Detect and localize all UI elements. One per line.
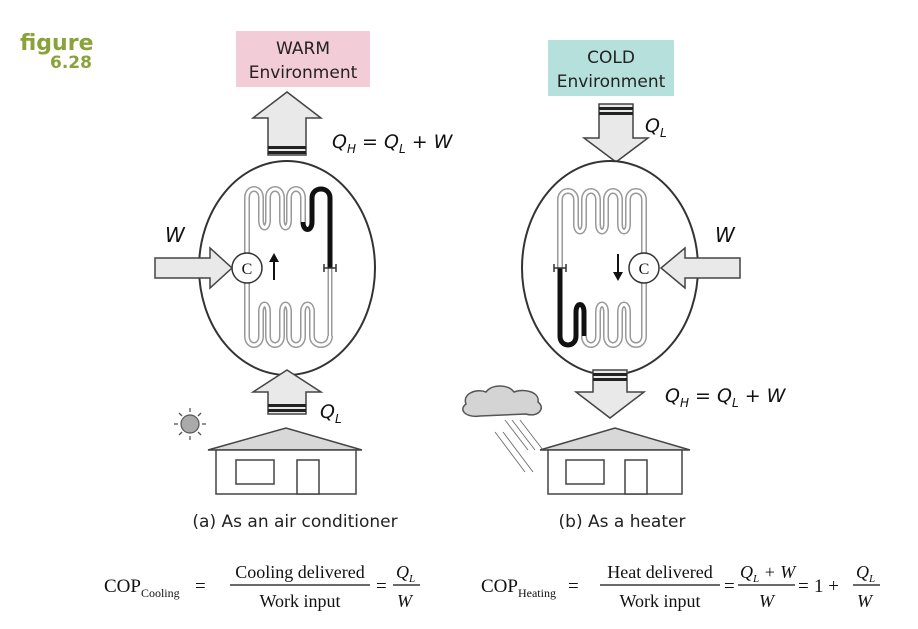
heat-out-arrow: [250, 91, 324, 156]
figure-label-word: figure: [20, 31, 94, 56]
caption-air-conditioner: (a) As an air conditioner: [192, 512, 397, 532]
house-icon-right: [539, 427, 691, 495]
cold-environment-title: COLD: [587, 48, 635, 68]
heating-denominator: Work input: [619, 591, 700, 611]
warm-environment-box: [236, 31, 370, 87]
cooling-denominator: Work input: [259, 591, 340, 611]
warm-environment-subtitle: Environment: [249, 63, 358, 83]
w-denominator-final: W: [857, 591, 874, 611]
heat-out-arrow-right: [573, 369, 647, 419]
cold-environment-subtitle: Environment: [557, 72, 666, 92]
work-label-left: W: [165, 223, 186, 247]
ql-plus-w-numerator: QL + W: [740, 562, 797, 585]
compressor-icon-right: [628, 252, 660, 284]
one-plus: 1 +: [814, 576, 839, 597]
w-denominator: W: [397, 591, 414, 611]
equals-sign: =: [568, 576, 579, 597]
warm-environment-title: WARM: [276, 39, 330, 59]
ql-label-left: QL: [320, 401, 342, 426]
figure-label-number: 6.28: [50, 53, 92, 73]
cooling-numerator: Cooling delivered: [235, 562, 364, 582]
rain-cloud-icon: [462, 385, 544, 473]
equals-sign: =: [376, 576, 387, 597]
formula-cop-heating: COPHeating = Heat delivered Work input =…: [481, 562, 880, 611]
w-denominator-heating: W: [759, 591, 776, 611]
sun-icon: [174, 408, 206, 440]
equals-sign: =: [798, 576, 809, 597]
heat-in-arrow: [250, 369, 324, 415]
panel-air-conditioner: WARM Environment QH = QL + W C: [154, 31, 454, 532]
ql-label-right: QL: [645, 115, 667, 140]
hot-refrigerant-line: [300, 186, 333, 268]
caption-heater: (b) As a heater: [559, 512, 686, 532]
qh-expression-right: QH = QL + W: [665, 385, 787, 410]
panel-heater: COLD Environment QL C W: [462, 40, 787, 532]
compressor-label: C: [242, 261, 253, 278]
equals-sign: =: [195, 576, 206, 597]
ql-numerator-heating: QL: [856, 562, 875, 585]
work-input-arrow-right: [659, 246, 741, 290]
hot-refrigerant-line-right: [557, 268, 587, 348]
compressor-label-right: C: [639, 261, 650, 278]
heating-numerator: Heat delivered: [607, 562, 712, 582]
work-input-arrow: [154, 246, 234, 290]
arrow-band: [268, 146, 306, 149]
cop-label-cooling: COPCooling: [104, 576, 180, 600]
arrow-band: [268, 151, 306, 154]
formula-cop-cooling: COPCooling = Cooling delivered Work inpu…: [104, 562, 420, 611]
cop-label-heating: COPHeating: [481, 576, 556, 600]
qh-expression-left: QH = QL + W: [332, 131, 454, 156]
cold-environment-box: [548, 40, 674, 96]
house-icon-left: [207, 427, 363, 495]
equals-sign: =: [724, 576, 735, 597]
ql-numerator: QL: [396, 562, 415, 585]
work-label-right: W: [715, 223, 736, 247]
